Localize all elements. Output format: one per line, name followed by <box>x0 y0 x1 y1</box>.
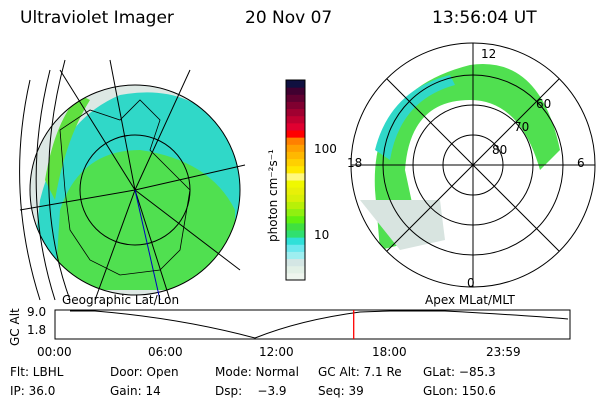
altitude-ytick-max: 9.0 <box>27 305 47 319</box>
colorbar-swatch <box>286 237 305 245</box>
colorbar-frame <box>285 79 306 281</box>
apex-image <box>360 64 560 250</box>
xtick-3: 18:00 <box>372 345 407 359</box>
mlt-label-0: 0 <box>467 276 475 290</box>
colorbar-swatch <box>286 272 305 281</box>
colorbar-swatch <box>286 215 305 224</box>
colorbar-label: photon cm⁻²s⁻¹ <box>266 149 280 242</box>
xtick-1: 06:00 <box>148 345 183 359</box>
colorbar-swatch <box>286 165 305 174</box>
xtick-0: 00:00 <box>37 345 72 359</box>
xtick-4: 23:59 <box>486 345 521 359</box>
colorbar-swatch <box>286 115 305 124</box>
colorbar-swatch <box>286 187 305 195</box>
status-row1-item: Flt: LBHL <box>10 365 64 379</box>
colorbar-swatch <box>286 80 305 88</box>
status-row1-item: GC Alt: 7.1 Re <box>318 365 402 379</box>
mlat-label-80: 80 <box>492 143 508 157</box>
xtick-2: 12:00 <box>259 345 294 359</box>
left-panel-label: Geographic Lat/Lon <box>62 293 180 307</box>
date: 20 Nov 07 <box>245 8 333 28</box>
colorbar-swatch <box>286 201 305 210</box>
colorbar-swatch <box>286 265 305 274</box>
mlt-label-18: 18 <box>347 156 363 170</box>
status-row1-item: GLat: −85.3 <box>423 365 496 379</box>
time: 13:56:04 UT <box>432 8 537 28</box>
status-row2-item: IP: 36.0 <box>10 384 56 398</box>
colorbar-swatch <box>286 94 305 102</box>
colorbar-swatch <box>286 101 305 110</box>
colorbar-tick-100: 100 <box>314 142 337 156</box>
altitude-ylabel: GC Alt <box>8 308 22 346</box>
altitude-ytick-min: 1.8 <box>27 323 47 337</box>
colorbar-swatch <box>286 194 305 202</box>
colorbar-swatch <box>286 144 305 152</box>
status-row1-item: Door: Open <box>110 365 179 379</box>
apex-grid <box>350 42 596 288</box>
colorbar-swatch <box>286 180 305 188</box>
geographic-grid <box>19 59 246 301</box>
colorbar-swatch <box>286 251 305 260</box>
status-row2-item: GLon: 150.6 <box>423 384 496 398</box>
status-row1-item: Mode: Normal <box>215 365 299 379</box>
colorbar-swatch <box>286 258 305 267</box>
colorbar-swatch <box>286 158 305 167</box>
colorbar-tick-10: 10 <box>314 228 330 242</box>
colorbar-swatch <box>286 230 305 238</box>
app-title: Ultraviolet Imager <box>20 8 174 28</box>
right-panel-label: Apex MLat/MLT <box>425 293 515 307</box>
colorbar-swatch <box>286 130 305 138</box>
colorbar-swatch <box>286 208 305 217</box>
colorbar-swatch <box>286 137 305 145</box>
altitude-plot <box>54 309 571 340</box>
colorbar-swatch <box>286 151 305 160</box>
colorbar-swatch <box>286 87 305 95</box>
mlat-label-70: 70 <box>514 120 530 134</box>
status-row2-item: Seq: 39 <box>318 384 364 398</box>
mlt-label-6: 6 <box>577 156 585 170</box>
colorbar <box>285 79 306 281</box>
status-row2-item: Gain: 14 <box>110 384 161 398</box>
colorbar-swatch <box>286 172 305 181</box>
mlt-label-12: 12 <box>481 47 497 61</box>
colorbar-swatch <box>286 122 305 131</box>
colorbar-swatch <box>286 222 305 231</box>
colorbar-swatch <box>286 244 305 252</box>
mlat-label-60: 60 <box>536 97 552 111</box>
colorbar-swatch <box>286 108 305 117</box>
status-row2-item: Dsp: −3.9 <box>215 384 287 398</box>
